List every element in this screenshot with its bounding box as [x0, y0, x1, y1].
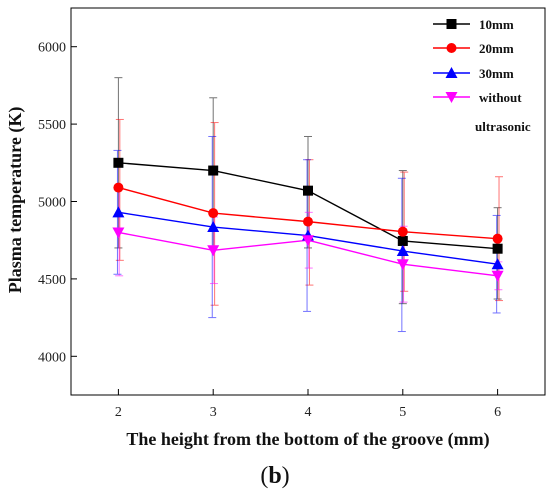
error-bars — [113, 77, 504, 333]
data-point — [208, 208, 219, 219]
y-tick-label: 4500 — [38, 273, 66, 288]
x-axis-title: The height from the bottom of the groove… — [126, 429, 489, 450]
series-markers — [112, 157, 504, 282]
data-point — [208, 165, 219, 176]
data-point — [207, 245, 220, 257]
data-point — [492, 233, 503, 244]
x-tick-label: 3 — [210, 405, 217, 420]
data-point — [303, 185, 313, 196]
data-point — [302, 235, 314, 247]
data-point — [492, 243, 503, 254]
data-point — [491, 270, 504, 282]
y-tick-label: 4000 — [38, 350, 66, 365]
legend-marker — [445, 92, 458, 103]
data-point — [112, 206, 125, 218]
data-point — [397, 235, 408, 246]
data-point — [113, 182, 124, 193]
legend: 10mm 20mm 30mm without ultrasonic — [433, 17, 531, 134]
data-point — [397, 226, 408, 237]
line-chart: 2 3 4 5 6 4000 4500 5000 5500 6000 10mm 20mm 30mm wi… — [5, 7, 546, 450]
legend-label: 30mm — [479, 66, 514, 81]
legend-label: 10mm — [479, 17, 514, 32]
data-point — [491, 258, 504, 270]
data-point — [207, 221, 220, 233]
x-tick-label: 2 — [115, 405, 122, 420]
legend-marker — [446, 43, 457, 53]
data-point — [396, 245, 409, 257]
legend-label: without — [479, 90, 522, 105]
data-point — [303, 216, 313, 227]
y-tick-label: 5000 — [38, 196, 66, 211]
panel-label-open: ( — [260, 463, 269, 489]
panel-label-letter: b — [268, 463, 282, 489]
legend-label: ultrasonic — [475, 119, 531, 134]
x-tick-label: 4 — [305, 405, 312, 420]
legend-label: 20mm — [479, 41, 514, 56]
data-point — [113, 157, 124, 168]
panel-label-close: ) — [281, 463, 290, 489]
y-axis-title: Plasma temperature (K) — [5, 107, 26, 294]
x-tick-label: 5 — [399, 405, 406, 420]
legend-marker — [446, 19, 457, 29]
y-tick-label: 6000 — [38, 41, 66, 56]
x-tick-label: 6 — [494, 405, 501, 420]
data-point — [112, 227, 125, 239]
data-point — [396, 259, 409, 271]
y-tick-label: 5500 — [38, 118, 66, 133]
legend-marker — [445, 67, 458, 78]
axes: 2 3 4 5 6 4000 4500 5000 5500 6000 — [38, 7, 546, 420]
panel-label: (b) — [0, 462, 550, 490]
